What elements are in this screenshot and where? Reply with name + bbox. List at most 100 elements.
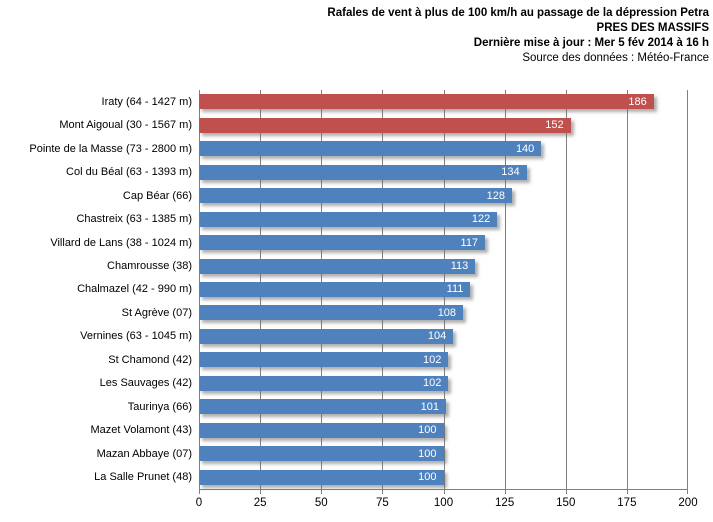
- bar: 122: [199, 211, 498, 227]
- category-label: St Chamond (42): [108, 353, 192, 366]
- x-axis-tick: [504, 490, 506, 494]
- category-label: Vernines (63 - 1045 m): [80, 330, 192, 343]
- chart-subtitle: PRES DES MASSIFS: [596, 22, 709, 34]
- bar-value-label: 100: [418, 471, 437, 484]
- x-tick-label: 25: [253, 497, 267, 509]
- chart-title: Rafales de vent à plus de 100 km/h au pa…: [327, 7, 709, 19]
- x-tick-label: 175: [617, 497, 637, 509]
- x-axis-tick: [199, 490, 200, 494]
- bar-value-label: 152: [545, 119, 564, 132]
- bar: 134: [199, 164, 527, 180]
- category-label: Iraty (64 - 1427 m): [101, 95, 192, 108]
- bar-row: 101: [199, 395, 688, 418]
- bar-row: 113: [199, 254, 688, 277]
- bar-rows: 186 152 140 134 128 122 117 113 111 108 104 102 102 1…: [199, 90, 688, 489]
- bar-row: 111: [199, 278, 688, 301]
- bar: 102: [199, 352, 449, 368]
- bar-row: 152: [199, 113, 688, 136]
- category-label: Pointe de la Masse (73 - 2800 m): [29, 142, 192, 155]
- bar: 152: [199, 117, 571, 133]
- bar-row: 117: [199, 231, 688, 254]
- x-tick-label: 150: [556, 497, 576, 509]
- x-axis-tick: [565, 490, 567, 494]
- bar-row: 186: [199, 90, 688, 113]
- gridline: [626, 90, 628, 489]
- bar-value-label: 101: [420, 400, 439, 413]
- bar-value-label: 102: [423, 377, 442, 390]
- bar-value-label: 117: [460, 236, 479, 249]
- category-label: Chalmazel (42 - 990 m): [77, 283, 192, 296]
- x-tick-label: 50: [314, 497, 328, 509]
- category-label: Mazan Abbaye (07): [96, 447, 192, 460]
- bar-row: 102: [199, 348, 688, 371]
- bar: 104: [199, 328, 454, 344]
- bar: 100: [199, 469, 444, 485]
- bar: 140: [199, 141, 542, 157]
- bar-row: 104: [199, 325, 688, 348]
- category-label: Col du Béal (63 - 1393 m): [66, 166, 192, 179]
- x-tick-label: 75: [375, 497, 389, 509]
- bar-row: 122: [199, 207, 688, 230]
- bar: 108: [199, 305, 464, 321]
- category-label: La Salle Prunet (48): [94, 471, 192, 484]
- x-axis-tick: [321, 490, 323, 494]
- x-axis-tick: [260, 490, 262, 494]
- bar-value-label: 122: [471, 213, 491, 226]
- category-label: Villard de Lans (38 - 1024 m): [50, 236, 192, 249]
- bar: 128: [199, 188, 512, 204]
- category-label: Mont Aigoual (30 - 1567 m): [59, 119, 192, 132]
- gridline: [504, 90, 506, 489]
- category-label: Mazet Volamont (43): [90, 424, 193, 437]
- chart-last-update: Dernière mise à jour : Mer 5 fév 2014 à …: [473, 37, 709, 49]
- bar-value-label: 111: [446, 283, 464, 296]
- x-tick-label: 100: [433, 497, 454, 509]
- x-axis-labels: 0 25 50 75 100 125 150 175 200: [195, 497, 698, 513]
- bar: 100: [199, 422, 444, 438]
- category-label: Cap Béar (66): [122, 189, 192, 202]
- bar-value-label: 100: [418, 447, 437, 460]
- bar: 113: [199, 258, 476, 274]
- category-label: Taurinya (66): [127, 400, 192, 413]
- gridline: [687, 90, 688, 489]
- bar-value-label: 104: [427, 330, 447, 343]
- bar: 101: [199, 399, 446, 415]
- bar-row: 100: [199, 466, 688, 489]
- x-axis-tick: [687, 490, 688, 494]
- bar-row: 134: [199, 160, 688, 183]
- bar-value-label: 100: [418, 424, 437, 437]
- bar-value-label: 186: [628, 95, 647, 108]
- x-axis-tick: [443, 490, 445, 494]
- bar: 100: [199, 446, 444, 462]
- bar-row: 100: [199, 419, 688, 442]
- x-tick-label: 200: [678, 497, 698, 509]
- bar-value-label: 134: [501, 166, 520, 179]
- category-label: St Agrève (07): [121, 306, 192, 319]
- chart-header: Rafales de vent à plus de 100 km/h au pa…: [327, 6, 709, 66]
- bar-value-label: 128: [486, 189, 505, 202]
- bar: 186: [199, 94, 654, 110]
- x-axis-tick: [382, 490, 384, 494]
- bar-value-label: 108: [437, 306, 457, 319]
- bar-row: 128: [199, 184, 688, 207]
- bar-row: 140: [199, 137, 688, 160]
- bar-row: 102: [199, 372, 688, 395]
- bar: 111: [199, 281, 471, 297]
- category-labels: Iraty (64 - 1427 m) Mont Aigoual (30 - 15…: [0, 90, 192, 489]
- bar-row: 108: [199, 301, 688, 324]
- category-label: Chastreix (63 - 1385 m): [76, 213, 192, 226]
- x-tick-label: 0: [195, 497, 203, 509]
- bar-value-label: 113: [450, 260, 469, 273]
- chart-data-source: Source des données : Météo-France: [522, 52, 709, 64]
- bar-value-label: 140: [515, 142, 535, 155]
- bar-row: 100: [199, 442, 688, 465]
- bar: 117: [199, 235, 486, 251]
- bar-value-label: 102: [423, 353, 442, 366]
- category-label: Les Sauvages (42): [99, 377, 192, 390]
- plot-area: 186 152 140 134 128 122 117 113 111 108 104 102 102 1…: [199, 90, 688, 494]
- bar: 102: [199, 375, 449, 391]
- category-label: Chamrousse (38): [107, 260, 192, 273]
- x-axis-tick: [626, 490, 628, 494]
- gridline: [565, 90, 567, 489]
- x-tick-label: 125: [495, 497, 515, 509]
